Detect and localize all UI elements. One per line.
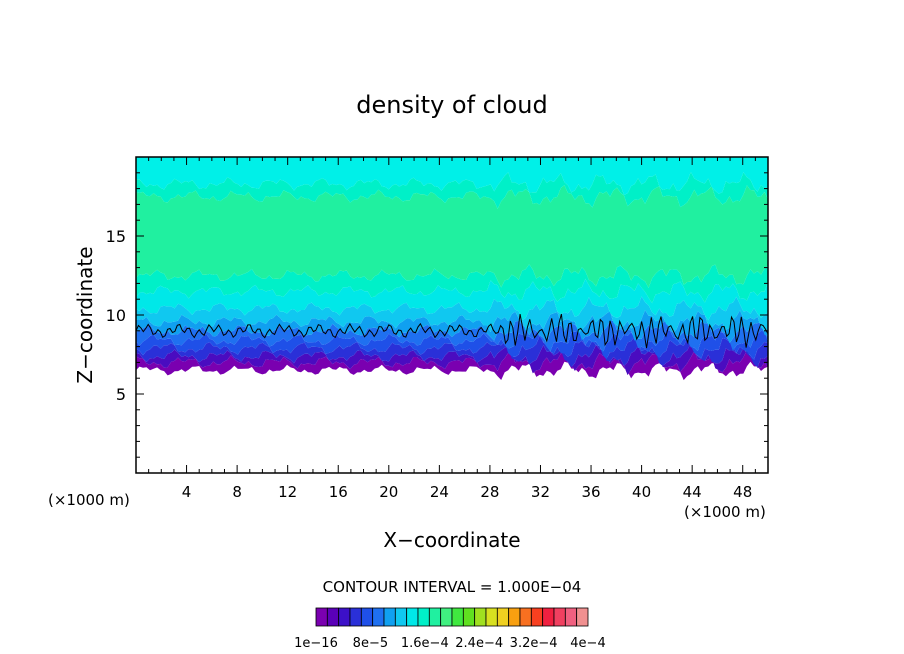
colorbar [315, 607, 589, 627]
y-axis: 5 10 15 [106, 172, 768, 458]
x-tick-label: 4 [182, 483, 192, 501]
colorbar-swatch [326, 607, 340, 627]
y-tick-label: 15 [106, 227, 126, 246]
density-band [136, 343, 768, 375]
colorbar-labels: 1e−16 8e−5 1.6e−4 2.4e−4 3.2e−4 4e−4 [294, 636, 606, 651]
density-band [136, 172, 768, 209]
density-band [136, 350, 768, 381]
colorbar-label: 1.6e−4 [401, 636, 449, 651]
y-tick-label: 5 [116, 385, 126, 404]
x-tick-label: 48 [733, 483, 752, 501]
x-tick-label: 24 [430, 483, 449, 501]
colorbar-swatch [338, 607, 351, 627]
colorbar-swatch [462, 607, 476, 627]
density-band [136, 296, 768, 333]
colorbar-swatch [508, 607, 521, 627]
density-band [136, 185, 768, 288]
x-tick-label: 28 [480, 483, 499, 501]
plot-area [135, 156, 769, 474]
x-tick-label: 20 [379, 483, 398, 501]
density-band [136, 278, 768, 321]
density-band [136, 335, 768, 368]
contour-line [135, 313, 769, 349]
colorbar-swatch [440, 607, 453, 627]
colorbar-swatch [315, 607, 328, 627]
colorbar-swatch [417, 607, 430, 627]
x-unit-right: (×1000 m) [684, 503, 766, 521]
colorbar-swatch [428, 607, 442, 627]
x-axis-label: X−coordinate [383, 528, 520, 552]
colorbar-label: 3.2e−4 [510, 636, 558, 651]
colorbar-swatch [564, 607, 578, 627]
x-unit-left: (×1000 m) [48, 491, 130, 509]
cloud-density-field [136, 157, 768, 381]
colorbar-label: 4e−4 [570, 636, 605, 651]
density-band [136, 264, 768, 304]
x-tick-label: 36 [581, 483, 600, 501]
colorbar-swatch [383, 607, 396, 627]
colorbar-label: 8e−5 [353, 636, 388, 651]
x-tick-label: 8 [232, 483, 242, 501]
colorbar-swatch [530, 607, 544, 627]
colorbar-swatch [542, 607, 555, 627]
colorbar-swatch [485, 607, 498, 627]
chart-title: density of cloud [356, 91, 547, 119]
x-tick-label: 44 [683, 483, 702, 501]
density-band [136, 329, 768, 360]
colorbar-swatch [496, 607, 510, 627]
colorbar-swatch [576, 607, 589, 627]
x-tick-label: 32 [531, 483, 550, 501]
colorbar-swatch [372, 607, 385, 627]
x-tick-label: 12 [278, 483, 297, 501]
x-tick-label: 16 [329, 483, 348, 501]
colorbar-swatch [349, 607, 362, 627]
colorbar-label: 1e−16 [294, 636, 338, 651]
colorbar-swatch [474, 607, 487, 627]
colorbar-swatch [451, 607, 464, 627]
y-tick-label: 10 [106, 306, 126, 325]
density-band [136, 320, 768, 353]
colorbar-swatch [553, 607, 566, 627]
colorbar-swatch [406, 607, 419, 627]
colorbar-swatch [519, 607, 532, 627]
contour-interval-text: CONTOUR INTERVAL = 1.000E−04 [323, 578, 582, 596]
colorbar-swatch [360, 607, 374, 627]
density-band [136, 157, 768, 195]
colorbar-label: 2.4e−4 [455, 636, 503, 651]
x-axis: 4 8 12 16 20 24 28 32 36 40 44 48 [148, 157, 756, 501]
colorbar-swatch [394, 607, 408, 627]
x-tick-label: 40 [632, 483, 651, 501]
y-axis-label: Z−coordinate [73, 246, 97, 383]
